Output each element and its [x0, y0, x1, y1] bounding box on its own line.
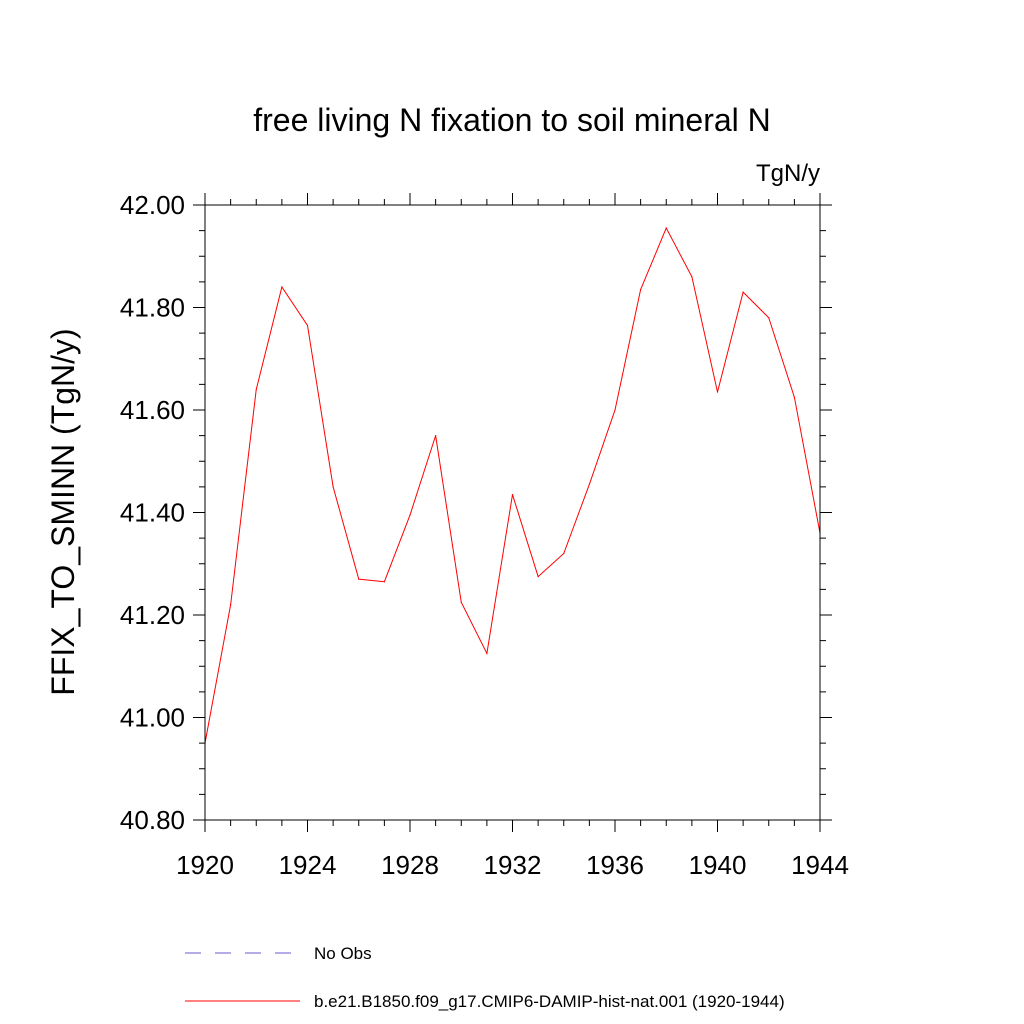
series-point	[460, 601, 462, 603]
x-tick-label: 1932	[484, 850, 542, 880]
series-point	[614, 409, 616, 411]
x-tick-label: 1920	[176, 850, 234, 880]
series-point	[435, 435, 437, 437]
series-point	[383, 581, 385, 583]
y-tick-label: 42.00	[120, 190, 185, 220]
series-point	[409, 514, 411, 516]
y-tick-label: 40.80	[120, 805, 185, 835]
x-tick-label: 1936	[586, 850, 644, 880]
y-tick-label: 41.40	[120, 498, 185, 528]
y-tick-label: 41.60	[120, 395, 185, 425]
x-tick-label: 1944	[791, 850, 849, 880]
series-point	[665, 227, 667, 229]
chart-title: free living N fixation to soil mineral N	[253, 102, 771, 138]
axis-ticks	[193, 193, 832, 832]
series-point	[588, 483, 590, 485]
series-point	[793, 396, 795, 398]
series-point	[768, 317, 770, 319]
y-tick-label: 41.80	[120, 293, 185, 323]
series-line	[204, 226, 821, 744]
series-point	[537, 575, 539, 578]
x-tick-label: 1940	[689, 850, 747, 880]
series-point	[486, 652, 488, 655]
series-point	[281, 286, 283, 288]
series-point	[230, 604, 232, 606]
series-point	[691, 276, 693, 278]
series-point	[563, 552, 565, 555]
series-point	[358, 578, 360, 580]
x-tick-label: 1924	[279, 850, 337, 880]
y-axis-label: FFIX_TO_SMINN (TgN/y)	[45, 328, 81, 695]
series-point	[306, 324, 309, 327]
series-point	[511, 493, 514, 496]
legend: No Obs b.e21.B1850.f09_g17.CMIP6-DAMIP-h…	[185, 944, 785, 1011]
series-point	[742, 291, 744, 293]
series-layer	[204, 226, 821, 744]
x-tick-label: 1928	[381, 850, 439, 880]
legend-label-model: b.e21.B1850.f09_g17.CMIP6-DAMIP-hist-nat…	[314, 992, 785, 1011]
y-tick-label: 41.00	[120, 703, 185, 733]
series-point	[640, 288, 642, 291]
plot-frame	[204, 204, 821, 821]
series-point	[255, 388, 257, 391]
y-tick-label: 41.20	[120, 600, 185, 630]
tick-labels: 1920 1924 1928 1932 1936 1940 1944 40.80 41.00 41…	[120, 190, 849, 880]
units-label: TgN/y	[756, 160, 820, 187]
series-point	[332, 486, 334, 488]
legend-label-no-obs: No Obs	[314, 944, 372, 963]
series-point	[716, 391, 719, 393]
